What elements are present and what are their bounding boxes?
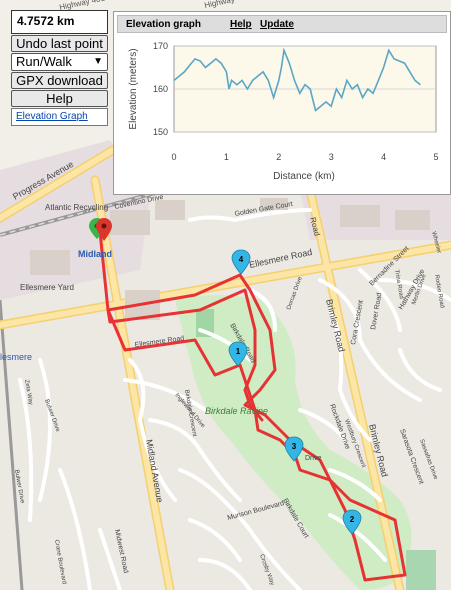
buildings	[30, 198, 430, 320]
y-axis-label: Elevation (meters)	[128, 48, 139, 129]
label-bulwer2: Bulwer Drive	[13, 469, 25, 504]
km-marker-3-label: 3	[292, 442, 297, 451]
km-marker-2[interactable]: 2	[342, 509, 362, 535]
elevation-help-link[interactable]: Help	[230, 19, 252, 30]
elevation-update-link[interactable]: Update	[260, 19, 294, 30]
elevation-chart: 150 160 170 0 1 2 3 4 5 Elevation (meters) Dist…	[128, 41, 439, 182]
route-line[interactable]	[98, 230, 407, 582]
km-marker-1[interactable]: 1	[228, 341, 248, 367]
elevation-series-line	[173, 47, 421, 112]
elevation-panel-title: Elevation graph	[126, 19, 202, 30]
x-axis-label: Distance (km)	[273, 171, 335, 182]
elevation-panel-header: Elevation graph Help Update	[117, 15, 447, 33]
gridlines	[174, 45, 436, 133]
x-tick-label-4: 4	[381, 152, 386, 162]
label-ellesmere-yard: Ellesmere Yard	[20, 283, 74, 292]
y-tick-label-1: 160	[153, 84, 168, 94]
label-midland: Midland	[78, 249, 112, 259]
undo-last-point-button[interactable]: Undo last point	[11, 35, 108, 52]
y-tick-label-2: 170	[153, 41, 168, 51]
km-marker-1-label: 1	[236, 347, 241, 356]
mode-select-value: Run/Walk	[16, 54, 72, 69]
y-tick-label-0: 150	[153, 127, 168, 137]
km-marker-3[interactable]: 3	[284, 436, 304, 462]
label-trina: Trina Road	[393, 269, 404, 299]
label-wheeler: Wheeler	[430, 231, 442, 254]
y-ticks: 150 160 170	[153, 41, 168, 137]
km-marker-4-label: 4	[239, 255, 244, 264]
distance-readout: 4.7572 km	[11, 10, 108, 34]
minor-streets	[18, 208, 451, 590]
x-tick-label-3: 3	[329, 152, 334, 162]
x-tick-label-5: 5	[433, 152, 438, 162]
x-tick-label-1: 1	[224, 152, 229, 162]
x-ticks: 0 1 2 3 4 5	[171, 152, 438, 162]
label-yard-road: Zeta Way	[23, 379, 33, 405]
x-tick-label-0: 0	[171, 152, 176, 162]
label-drive: Drive	[305, 455, 321, 462]
km-marker-4[interactable]: 4	[231, 249, 251, 275]
label-highway: Highway	[204, 0, 236, 10]
end-pin[interactable]	[96, 218, 112, 241]
elevation-graph-link[interactable]: Elevation Graph	[16, 111, 88, 122]
help-button[interactable]: Help	[11, 90, 108, 107]
km-marker-2-label: 2	[350, 515, 355, 524]
label-rodeo: Rodeo Road	[433, 274, 445, 308]
label-ellesmere-left: lesmere	[0, 352, 32, 362]
x-tick-label-2: 2	[276, 152, 281, 162]
label-atlantic-recycling: Atlantic Recycling	[45, 203, 108, 212]
gpx-download-button[interactable]: GPX download	[11, 72, 108, 89]
chevron-down-icon: ▼	[93, 56, 103, 67]
elevation-graph-link-box: Elevation Graph	[11, 108, 108, 126]
label-birkdale-ravine: Birkdale Ravine	[205, 406, 268, 416]
mode-select[interactable]: Run/Walk ▼	[11, 53, 108, 71]
